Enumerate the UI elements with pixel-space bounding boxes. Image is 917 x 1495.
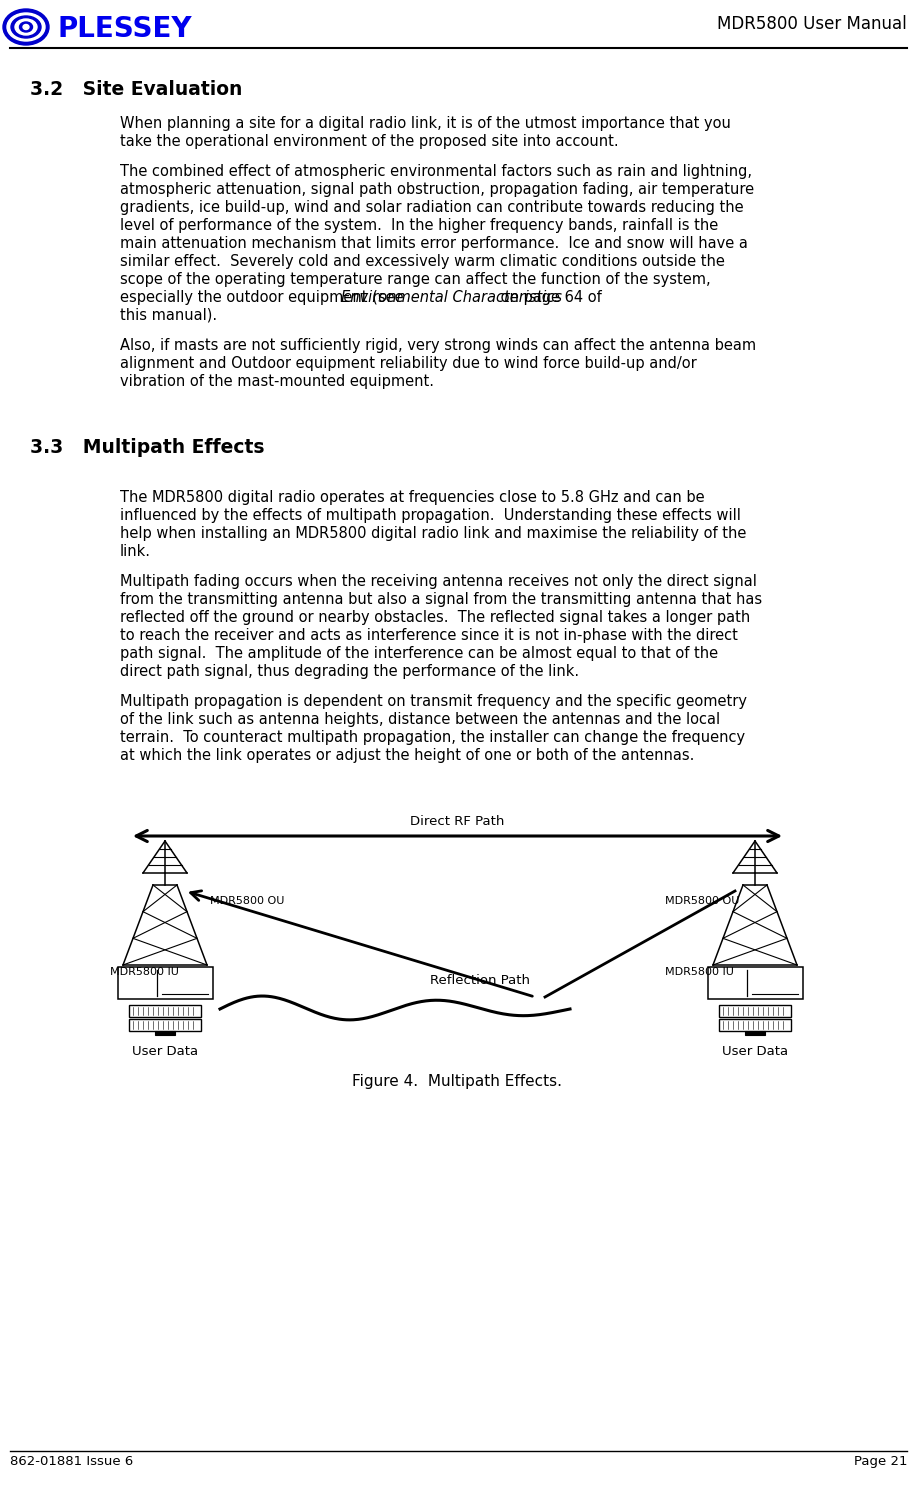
Text: level of performance of the system.  In the higher frequency bands, rainfall is : level of performance of the system. In t… [120,218,718,233]
Bar [118,967,213,999]
Text: direct path signal, thus degrading the performance of the link.: direct path signal, thus degrading the p… [120,664,580,679]
Bar [708,967,803,999]
Text: Page 21: Page 21 [854,1455,907,1468]
Text: atmospheric attenuation, signal path obstruction, propagation fading, air temper: atmospheric attenuation, signal path obs… [120,182,754,197]
Text: The combined effect of atmospheric environmental factors such as rain and lightn: The combined effect of atmospheric envir… [120,164,752,179]
Text: Environmental Characteristics: Environmental Characteristics [341,290,562,305]
Text: terrain.  To counteract multipath propagation, the installer can change the freq: terrain. To counteract multipath propaga… [120,730,746,745]
Bar [129,1005,201,1017]
Text: on page 64 of: on page 64 of [496,290,602,305]
Text: When planning a site for a digital radio link, it is of the utmost importance th: When planning a site for a digital radio… [120,117,731,132]
Bar [745,1032,765,1035]
Text: Also, if masts are not sufficiently rigid, very strong winds can affect the ante: Also, if masts are not sufficiently rigi… [120,338,757,353]
Text: User Data: User Data [132,1045,198,1058]
Text: path signal.  The amplitude of the interference can be almost equal to that of t: path signal. The amplitude of the interf… [120,646,718,661]
Text: MDR5800 OU: MDR5800 OU [665,896,739,906]
Text: MDR5800 User Manual: MDR5800 User Manual [717,15,907,33]
Text: at which the link operates or adjust the height of one or both of the antennas.: at which the link operates or adjust the… [120,748,694,762]
Ellipse shape [23,24,29,30]
Ellipse shape [3,9,49,45]
Text: Figure 4.  Multipath Effects.: Figure 4. Multipath Effects. [352,1073,562,1088]
Text: gradients, ice build-up, wind and solar radiation can contribute towards reducin: gradients, ice build-up, wind and solar … [120,200,744,215]
Text: link.: link. [120,544,151,559]
Text: Direct RF Path: Direct RF Path [410,815,504,828]
Text: Multipath fading occurs when the receiving antenna receives not only the direct : Multipath fading occurs when the receivi… [120,574,757,589]
Bar [129,1020,201,1032]
Text: help when installing an MDR5800 digital radio link and maximise the reliability : help when installing an MDR5800 digital … [120,526,746,541]
Text: alignment and Outdoor equipment reliability due to wind force build-up and/or: alignment and Outdoor equipment reliabil… [120,356,697,371]
Text: 862-01881 Issue 6: 862-01881 Issue 6 [10,1455,133,1468]
Text: influenced by the effects of multipath propagation.  Understanding these effects: influenced by the effects of multipath p… [120,508,741,523]
Text: scope of the operating temperature range can affect the function of the system,: scope of the operating temperature range… [120,272,711,287]
Ellipse shape [19,22,32,31]
Text: take the operational environment of the proposed site into account.: take the operational environment of the … [120,135,619,150]
Text: especially the outdoor equipment (see: especially the outdoor equipment (see [120,290,408,305]
Text: Reflection Path: Reflection Path [430,975,530,987]
Ellipse shape [11,16,41,37]
Bar [719,1005,791,1017]
Text: from the transmitting antenna but also a signal from the transmitting antenna th: from the transmitting antenna but also a… [120,592,762,607]
Text: MDR5800 OU: MDR5800 OU [210,896,284,906]
Text: vibration of the mast-mounted equipment.: vibration of the mast-mounted equipment. [120,374,434,389]
Text: main attenuation mechanism that limits error performance.  Ice and snow will hav: main attenuation mechanism that limits e… [120,236,748,251]
Text: similar effect.  Severely cold and excessively warm climatic conditions outside : similar effect. Severely cold and excess… [120,254,724,269]
Bar [719,1020,791,1032]
Ellipse shape [15,19,37,34]
Text: this manual).: this manual). [120,308,217,323]
Text: PLESSEY: PLESSEY [58,15,193,43]
Text: of the link such as antenna heights, distance between the antennas and the local: of the link such as antenna heights, dis… [120,712,720,727]
Text: Multipath propagation is dependent on transmit frequency and the specific geomet: Multipath propagation is dependent on tr… [120,694,747,709]
Text: 3.3   Multipath Effects: 3.3 Multipath Effects [30,438,264,457]
Text: 3.2   Site Evaluation: 3.2 Site Evaluation [30,81,242,99]
Text: User Data: User Data [722,1045,788,1058]
Bar [155,1032,175,1035]
Text: reflected off the ground or nearby obstacles.  The reflected signal takes a long: reflected off the ground or nearby obsta… [120,610,750,625]
Text: MDR5800 IU: MDR5800 IU [665,967,734,978]
Text: The MDR5800 digital radio operates at frequencies close to 5.8 GHz and can be: The MDR5800 digital radio operates at fr… [120,490,704,505]
Ellipse shape [7,13,45,40]
Text: MDR5800 IU: MDR5800 IU [110,967,179,978]
Text: to reach the receiver and acts as interference since it is not in-phase with the: to reach the receiver and acts as interf… [120,628,738,643]
